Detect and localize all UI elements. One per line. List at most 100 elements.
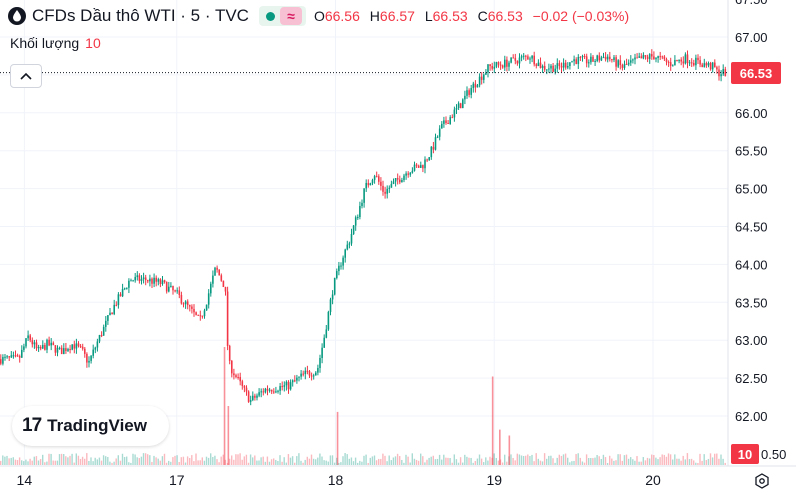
volume-bar (688, 459, 691, 465)
volume-bar (216, 459, 218, 465)
tradingview-mark-icon: 17 (22, 415, 42, 436)
y-tick-label: 64.50 (735, 220, 768, 235)
volume-bar (199, 460, 201, 465)
volume-bar (346, 454, 348, 465)
volume-spike-bar (508, 435, 511, 465)
chart-settings-button[interactable] (752, 471, 772, 491)
collapse-legend-button[interactable] (10, 64, 42, 88)
volume-bar (417, 460, 420, 465)
volume-bar (466, 456, 468, 465)
volume-bar (100, 460, 103, 465)
volume-bar (291, 456, 294, 465)
y-tick-label: 64.00 (735, 257, 768, 272)
y-tick-label: 65.50 (735, 144, 768, 159)
volume-bar (10, 457, 12, 465)
volume-bar (396, 453, 399, 465)
candle-body (279, 386, 281, 391)
candle-body (705, 63, 708, 66)
candle-body (489, 64, 491, 67)
candle-body (573, 59, 575, 62)
x-tick-label: 20 (645, 472, 661, 488)
candle-body (216, 267, 218, 270)
volume-bar (319, 453, 321, 465)
candle-body (667, 61, 670, 63)
volume-bar (140, 456, 143, 465)
candle-body (268, 389, 271, 391)
candle-body (75, 343, 78, 349)
candle-body (180, 294, 183, 304)
volume-bar (67, 457, 69, 465)
volume-legend[interactable]: Khối lượng 10 (10, 35, 101, 51)
candle-body (153, 277, 155, 284)
volume-bar (96, 459, 98, 465)
candle-body (178, 290, 181, 295)
candle-body (363, 188, 365, 203)
volume-bar (111, 462, 113, 465)
volume-bar (189, 457, 191, 465)
candle-body (243, 385, 246, 388)
tradingview-logo[interactable]: 17 TradingView (12, 406, 169, 446)
volume-bar (703, 454, 705, 465)
candle-body (413, 164, 416, 171)
volume-bar (455, 459, 458, 465)
candle-body (14, 355, 17, 357)
candle-body (606, 56, 609, 60)
volume-bar (674, 454, 676, 465)
volume-bar (0, 460, 2, 465)
volume-bar (722, 458, 724, 465)
volume-bar (434, 459, 437, 465)
candle-body (422, 165, 424, 169)
market-open-dot-icon (265, 11, 275, 21)
volume-bar (718, 458, 720, 465)
volume-bar (31, 460, 33, 465)
volume-bar (537, 458, 539, 465)
candle-body (403, 175, 405, 181)
candle-body (315, 372, 317, 376)
volume-bar (79, 458, 82, 465)
volume-bar (306, 456, 308, 465)
volume-bar (678, 458, 680, 465)
candle-body (111, 312, 113, 315)
volume-bar (33, 456, 35, 465)
volume-bar (285, 462, 287, 465)
candle-body (525, 55, 527, 57)
candle-body (621, 65, 624, 68)
candle-body (109, 312, 111, 316)
volume-bar (665, 456, 668, 465)
volume-bar (493, 453, 495, 465)
volume-bar (472, 462, 474, 465)
volume-bar (621, 460, 623, 465)
volume-bar (554, 462, 556, 465)
candle-body (663, 56, 666, 60)
candle-body (354, 217, 357, 226)
volume-bar (609, 455, 611, 465)
candle-body (569, 62, 571, 67)
candle-body (88, 360, 90, 363)
volume-bar (340, 462, 342, 465)
volume-bar (126, 456, 128, 465)
volume-bar (367, 462, 369, 465)
volume-spike-bar (499, 429, 501, 465)
volume-bar (342, 456, 344, 465)
candle-body (394, 178, 397, 182)
volume-bar (415, 459, 418, 465)
symbol-title[interactable]: CFDs Dầu thô WTI · 5 · TVC (32, 6, 249, 25)
market-status-pill[interactable]: ≈ (258, 6, 306, 26)
candle-body (373, 176, 376, 180)
x-tick-label: 14 (17, 472, 33, 488)
candle-body (203, 310, 206, 317)
volume-bar (667, 453, 670, 465)
volume-bar (428, 457, 430, 465)
volume-bar (27, 461, 29, 465)
volume-bar (182, 456, 185, 465)
volume-bar (23, 461, 25, 465)
candle-body (65, 348, 67, 351)
volume-bar (462, 462, 464, 465)
volume-bar (413, 458, 416, 465)
volume-bar (75, 453, 77, 465)
candle-body (294, 380, 296, 382)
candle-body (241, 381, 244, 386)
candle-body (212, 275, 214, 284)
candle-body (287, 381, 290, 390)
volume-bar (680, 460, 682, 465)
